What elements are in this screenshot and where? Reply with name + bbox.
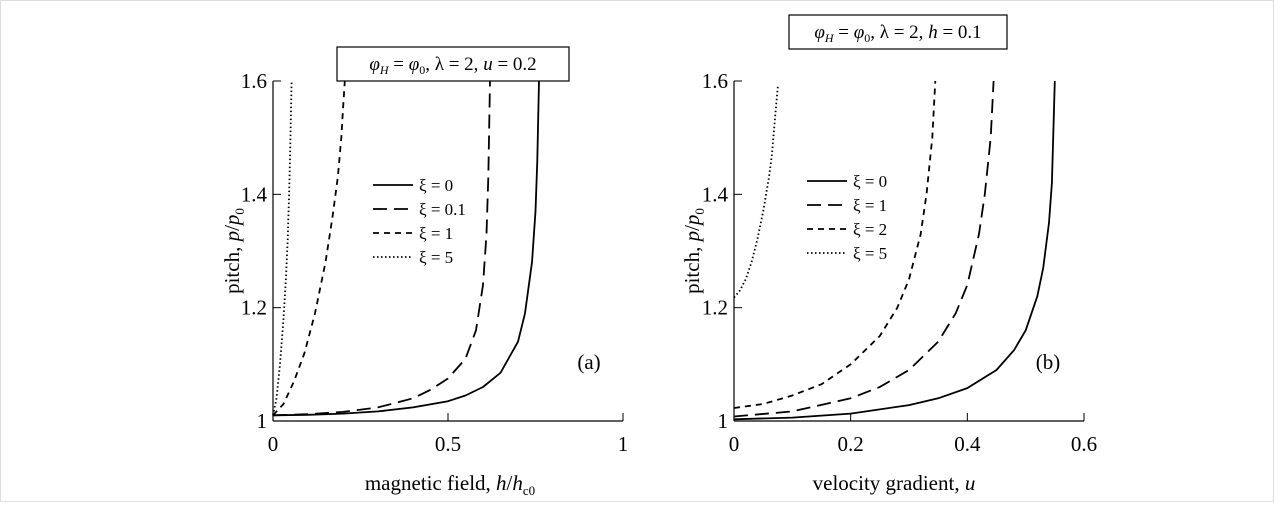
panel-a-series-3-line [272,80,293,416]
panel-b-series-3-line [733,86,779,299]
panel-b-ticks: 0 0.2 0.4 0.6 1 1.2 1.4 1.6 [702,69,1097,456]
panel-b-series-1-line [733,80,995,418]
panel-b-title-box [788,14,1008,50]
panel-b-ytick-label-3: 1.6 [702,69,728,93]
panel-a: 0 0.5 111.21.41.6 φH = φ0, λ = 2, u = 0.2 … [220,46,629,498]
panel-a-title: φH = φ0, λ = 2, u = 0.2 [369,54,536,77]
panel-a-curves [272,80,540,417]
panel-a-ytick-label-0: 1 [257,409,268,433]
panel-b-title: φH = φ0, λ = 2, h = 0.1 [814,22,981,45]
panel-b-legend: ξ = 0 ξ = 1 ξ = 2 ξ = 5 [807,172,887,263]
panel-b-label: (b) [1036,350,1061,374]
panel-a-legend-label-2: ξ = 1 [419,224,453,243]
panel-a-xtick-label-0: 0 [268,432,279,456]
panel-b-xtick-label-1: 0.2 [838,432,864,456]
panel-b-xtick-label-0: 0 [729,432,740,456]
panel-a-ylabel: pitch, p/p0 [220,208,247,294]
panel-b-legend-label-3: ξ = 5 [853,244,887,263]
panel-b-ytick-label-0: 1 [718,409,729,433]
panel-b-ylabel: pitch, p/p0 [680,208,707,294]
panel-a-series-2-line [272,80,346,416]
panel-a-ytick-label-1: 1.2 [241,296,267,320]
panel-b-legend-label-1: ξ = 1 [853,196,887,215]
panel-a-title-box [336,46,570,82]
panel-a-xtick-label-1: 0.5 [435,432,461,456]
panel-b-axes [733,81,1084,422]
panel-b-ytick-label-2: 1.4 [702,182,729,206]
panel-a-legend-label-3: ξ = 5 [419,248,453,267]
panel-a-legend-label-1: ξ = 0.1 [419,200,466,219]
panel-a-label: (a) [577,350,600,374]
panel-a-ytick-label-3: 1.6 [241,69,267,93]
panel-b-series-0-line [733,80,1056,421]
panel-a-legend: ξ = 0 ξ = 0.1 ξ = 1 ξ = 5 [373,176,466,267]
panel-b-curves [733,80,1056,421]
panel-a-ytick-label-2: 1.4 [241,182,268,206]
panel-a-xtick-label-2: 1 [618,432,629,456]
panel-a-series-0-line [272,80,540,417]
panel-b-series-2-line [733,80,937,409]
panel-a-legend-label-0: ξ = 0 [419,176,453,195]
panel-b-legend-label-0: ξ = 0 [853,172,887,191]
panel-b-xtick-label-2: 0.4 [954,432,981,456]
panel-a-series-1-line [272,80,491,417]
panel-b-ytick-label-1: 1.2 [702,296,728,320]
panel-b-xtick-label-3: 0.6 [1071,432,1097,456]
panel-a-ticks: 0 0.5 1 1 1.2 1.4 1.6 [241,69,629,456]
panel-a-xlabel: magnetic field, h/hc0 [365,471,535,498]
panel-b-legend-label-2: ξ = 2 [853,220,887,239]
panel-b-xlabel: velocity gradient, u [813,471,976,495]
panel-b: 0 0.2 0.4 0.6 1 1.2 1.4 1.6 φH = φ0, λ = 2, h =… [680,14,1097,495]
